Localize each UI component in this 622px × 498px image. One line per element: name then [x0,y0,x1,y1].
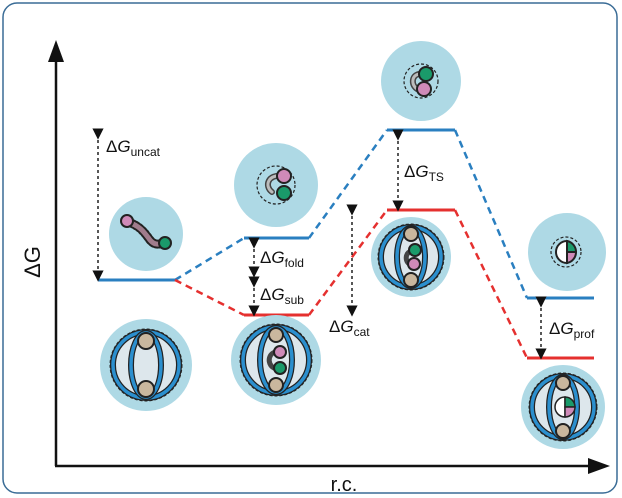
bubble-product [528,213,606,291]
axes: ΔG r.c. [20,40,610,496]
connector-blue-1 [174,236,245,282]
bubble-catalyst-product [521,365,605,449]
label-dg-ts: ΔGTS [404,162,444,184]
connector-blue-3 [453,129,529,299]
connector-red-3 [453,209,529,359]
label-dg-prof: ΔGprof [549,319,595,341]
delta-labels: ΔGuncat ΔGfold ΔGsub ΔGcat ΔGTS ΔGprof [106,137,595,341]
y-axis-label: ΔG [20,246,45,278]
x-axis-label: r.c. [331,474,358,496]
x-axis-arrowhead [588,458,610,474]
bubble-folded-substrate [234,143,318,227]
delta-arrows [92,128,547,360]
bubble-catalyst-empty [100,319,192,411]
label-dg-uncat: ΔGuncat [106,137,161,159]
connector-red-1 [174,278,245,317]
bubble-transition-state [381,41,461,121]
label-dg-fold: ΔGfold [260,248,304,270]
bubble-unfolded-substrate [109,197,183,271]
label-dg-sub: ΔGsub [260,285,304,307]
y-axis-arrowhead [48,40,64,62]
bubble-catalyst-ts [371,217,451,297]
label-dg-cat: ΔGcat [329,317,370,339]
bubble-catalyst-substrate [231,315,321,405]
connector-blue-2 [307,129,389,239]
